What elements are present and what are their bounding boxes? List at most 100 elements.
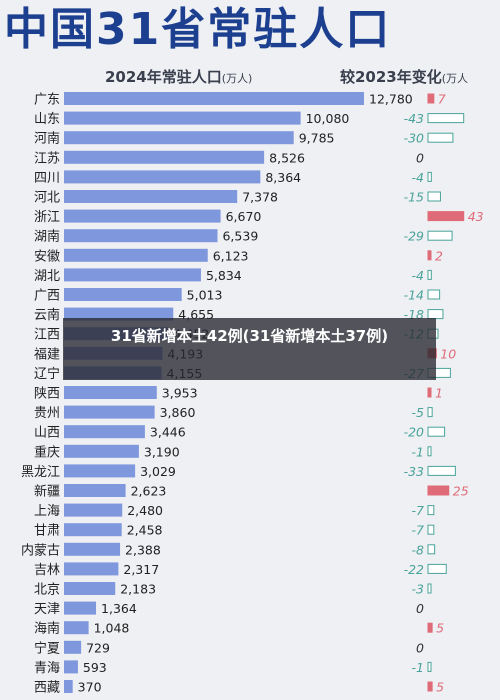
- province-label: 湖南: [34, 229, 60, 245]
- change-value: 25: [453, 484, 469, 499]
- change-value: 0: [416, 150, 424, 165]
- change-value: 0: [416, 601, 424, 616]
- province-label: 山西: [34, 426, 60, 441]
- change-bar: [427, 524, 435, 535]
- change-value: -43: [404, 111, 424, 126]
- population-header: 2024年常驻人口(万人): [105, 68, 253, 86]
- population-value: 6,670: [226, 209, 262, 224]
- province-label: 宁夏: [34, 640, 60, 656]
- change-bar: [427, 544, 436, 555]
- population-bar: [64, 542, 121, 556]
- change-bar: [427, 132, 454, 143]
- province-label: 甘肃: [34, 524, 60, 539]
- change-value: 43: [468, 209, 484, 224]
- change-value: -15: [404, 190, 424, 205]
- population-value: 3,446: [150, 425, 186, 440]
- change-value: -33: [404, 464, 424, 479]
- change-value: 5: [436, 680, 444, 695]
- change-value: -5: [412, 405, 425, 420]
- change-value: 0: [416, 640, 424, 655]
- population-bar: [64, 405, 155, 419]
- province-label: 湖北: [34, 269, 60, 284]
- population-bar: [64, 660, 78, 674]
- change-value: 2: [435, 248, 443, 263]
- change-header: 较2023年变化(万人: [340, 68, 469, 86]
- change-bar: [427, 446, 432, 457]
- population-bar: [64, 307, 174, 321]
- population-value: 9,785: [299, 131, 335, 146]
- population-value: 370: [78, 680, 102, 695]
- change-bar: [427, 661, 432, 672]
- change-value: -7: [412, 523, 425, 538]
- change-bar: [427, 505, 435, 516]
- change-bar: [427, 211, 465, 222]
- population-value: 2,458: [127, 523, 163, 538]
- change-bar: [427, 93, 435, 104]
- change-bar: [427, 289, 441, 300]
- change-value: -1: [412, 660, 424, 675]
- population-value: 3,190: [144, 444, 180, 459]
- change-bar: [427, 485, 450, 496]
- province-label: 广西: [34, 289, 60, 304]
- population-bar: [64, 111, 301, 125]
- population-bar: [64, 582, 116, 595]
- change-value: 5: [436, 621, 444, 636]
- change-value: -14: [404, 288, 424, 303]
- population-bar: [64, 444, 139, 458]
- province-label: 河北: [34, 191, 60, 206]
- province-label: 新疆: [34, 484, 60, 500]
- population-bar: [64, 288, 182, 301]
- population-bar: [64, 92, 364, 105]
- population-bar: [64, 150, 265, 164]
- province-label: 江西: [34, 328, 60, 343]
- change-bar: [427, 113, 465, 124]
- province-label: 黑龙江: [21, 465, 60, 480]
- change-bar: [427, 681, 433, 692]
- population-bar: [64, 386, 157, 399]
- province-label: 上海: [34, 504, 60, 519]
- population-value: 7,378: [242, 190, 278, 205]
- population-value: 2,623: [131, 484, 167, 499]
- province-label: 广东: [34, 93, 60, 108]
- population-bar: [64, 248, 208, 262]
- change-bar: [427, 387, 432, 398]
- population-value: 1,364: [101, 601, 137, 616]
- province-label: 安徽: [34, 249, 60, 264]
- population-bar: [64, 170, 261, 184]
- population-bar: [64, 209, 221, 223]
- province-label: 西藏: [34, 681, 60, 696]
- province-label: 云南: [34, 307, 60, 323]
- change-value: -4: [412, 268, 425, 283]
- population-value: 2,317: [123, 562, 159, 577]
- change-bar: [427, 269, 432, 280]
- province-label: 重庆: [34, 444, 60, 460]
- population-bar: [64, 425, 145, 439]
- change-value: -20: [404, 425, 424, 440]
- population-value: 10,080: [306, 111, 350, 126]
- province-label: 辽宁: [34, 366, 60, 382]
- page-title: 中国31省常驻人口: [4, 4, 392, 55]
- population-bar: [64, 190, 238, 203]
- population-bar: [64, 229, 218, 243]
- change-value: 10: [440, 346, 456, 361]
- population-value: 3,029: [140, 464, 176, 479]
- population-value: 2,480: [127, 503, 163, 518]
- news-overlay: 31省新增本土42例(31省新增本土37例): [63, 318, 436, 380]
- change-bar: [427, 583, 432, 594]
- change-bar: [427, 563, 447, 574]
- province-label: 山东: [34, 112, 60, 127]
- change-value: 1: [435, 386, 443, 401]
- province-label: 浙江: [34, 210, 60, 225]
- population-bar: [64, 680, 73, 693]
- province-label: 福建: [34, 347, 60, 362]
- province-label: 内蒙古: [21, 542, 60, 558]
- province-label: 北京: [34, 583, 60, 598]
- change-bar: [427, 171, 432, 182]
- province-label: 陕西: [34, 387, 60, 402]
- population-bar: [64, 640, 82, 654]
- change-value: -4: [412, 170, 425, 185]
- population-value: 2,183: [120, 582, 156, 597]
- population-value: 8,526: [269, 150, 305, 165]
- population-value: 5,013: [187, 288, 223, 303]
- population-value: 593: [83, 660, 107, 675]
